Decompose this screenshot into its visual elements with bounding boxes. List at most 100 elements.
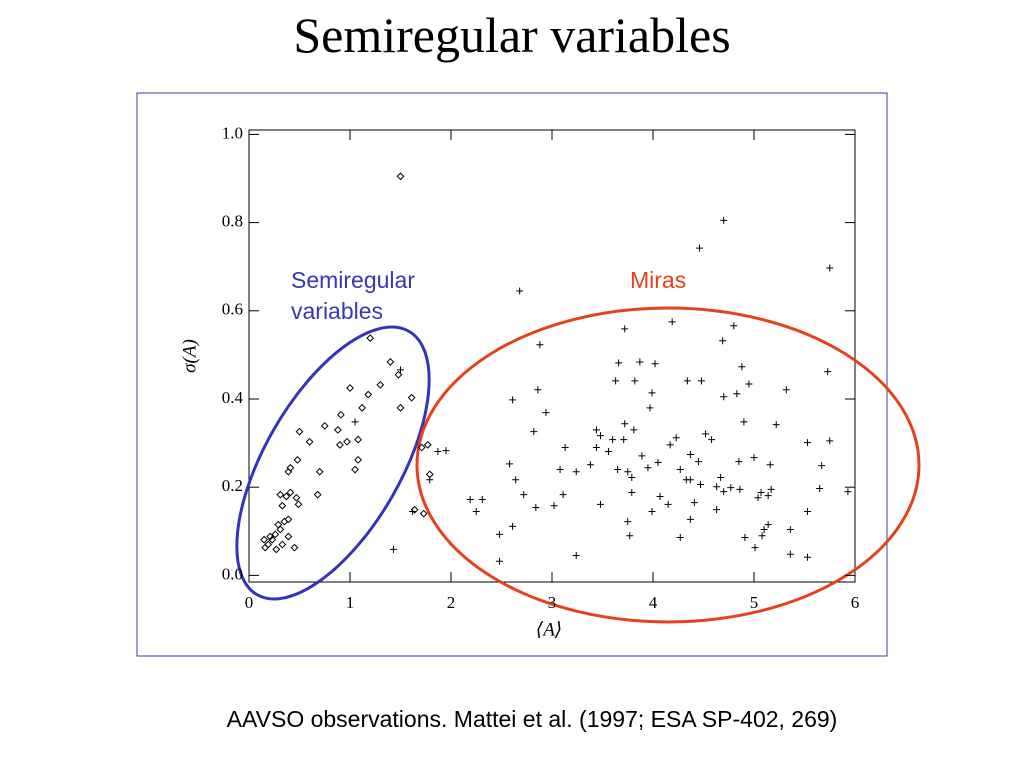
data-point: [697, 377, 705, 385]
plot-area: [248, 129, 856, 583]
slide-title: Semiregular variables: [293, 7, 731, 63]
data-point: [358, 403, 367, 412]
data-point: [738, 363, 746, 371]
data-point: [694, 458, 702, 466]
data-point: [550, 502, 558, 510]
data-point: [826, 437, 834, 445]
data-point: [786, 550, 794, 558]
data-point: [615, 359, 623, 367]
data-point: [276, 490, 285, 499]
data-point: [278, 501, 287, 510]
data-point: [389, 545, 397, 553]
data-point: [630, 426, 638, 434]
data-point: [621, 420, 629, 428]
data-point: [536, 341, 544, 349]
data-point: [292, 493, 301, 502]
data-point: [294, 500, 303, 509]
data-point: [609, 436, 617, 444]
x-tick-label: 3: [548, 593, 557, 612]
data-point: [816, 485, 824, 493]
data-point: [509, 522, 517, 530]
mira-ellipse: [415, 306, 921, 624]
data-point: [396, 403, 405, 412]
data-point: [286, 488, 295, 497]
data-point: [376, 380, 385, 389]
data-point: [364, 390, 373, 399]
data-point: [764, 521, 772, 529]
data-point: [668, 318, 676, 326]
data-point: [346, 384, 354, 392]
data-point: [261, 543, 270, 552]
data-point: [268, 535, 277, 544]
data-point: [713, 506, 721, 514]
data-point: [337, 410, 345, 419]
data-point: [757, 488, 765, 496]
data-point: [351, 418, 359, 426]
x-tick-label: 4: [649, 593, 658, 612]
data-point: [772, 421, 780, 429]
data-point: [713, 483, 721, 491]
data-point: [745, 380, 753, 388]
data-point: [260, 535, 269, 544]
data-point: [442, 447, 450, 455]
data-point: [386, 358, 395, 366]
data-point: [351, 465, 359, 474]
data-point: [654, 458, 662, 466]
data-point: [605, 447, 613, 455]
data-point: [750, 454, 758, 462]
data-point: [720, 216, 728, 224]
data-point: [542, 409, 550, 417]
data-point: [628, 473, 636, 481]
data-point: [556, 466, 564, 474]
data-point: [672, 434, 680, 442]
data-point: [394, 370, 403, 379]
y-tick-label: 0.6: [222, 300, 243, 319]
data-point: [612, 377, 620, 385]
data-point: [686, 451, 694, 459]
data-point: [767, 485, 775, 493]
x-tick-label: 1: [346, 593, 355, 612]
data-point: [740, 418, 748, 426]
annotation: Miras: [630, 267, 687, 293]
data-point: [735, 458, 743, 466]
x-tick-label: 6: [851, 593, 860, 612]
data-point: [284, 515, 293, 524]
y-axis-label: σ(A): [179, 339, 200, 373]
data-point: [407, 393, 416, 402]
data-point: [561, 444, 569, 452]
data-point: [818, 462, 826, 470]
data-point: [559, 491, 567, 499]
data-point: [271, 530, 280, 539]
data-point: [760, 526, 768, 534]
data-point: [621, 325, 629, 333]
data-point: [804, 439, 812, 447]
data-point: [676, 466, 684, 474]
data-point: [614, 466, 622, 474]
data-point: [530, 428, 538, 436]
semiregular-ellipse: [235, 325, 431, 601]
y-tick-label: 0.2: [222, 476, 243, 495]
data-point: [534, 386, 542, 394]
data-point: [690, 499, 698, 507]
x-tick-label: 0: [245, 593, 254, 612]
data-point: [596, 500, 604, 508]
data-point: [478, 496, 486, 504]
data-point: [295, 427, 304, 436]
data-point: [730, 322, 738, 330]
data-point: [736, 485, 744, 493]
data-point: [466, 496, 474, 504]
data-point: [426, 476, 434, 484]
data-point: [727, 484, 735, 492]
data-point: [751, 544, 759, 552]
data-point: [592, 444, 600, 452]
data-point: [274, 520, 283, 529]
data-point: [719, 337, 727, 345]
data-point: [686, 515, 694, 523]
x-tick-label: 5: [750, 593, 759, 612]
data-point: [638, 452, 646, 460]
data-point: [646, 404, 654, 412]
data-point: [354, 455, 362, 464]
y-tick-label: 0.4: [222, 388, 244, 407]
